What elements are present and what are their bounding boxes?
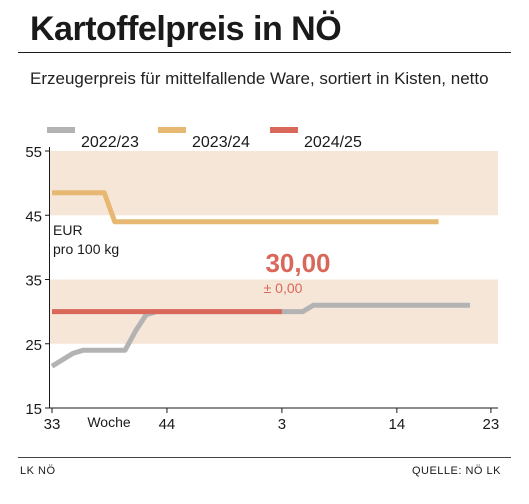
unit-label-line-2: pro 100 kg	[53, 241, 119, 257]
y-tick-label-45: 45	[25, 208, 42, 225]
chart-title: Kartoffelpreis in NÖ	[30, 10, 342, 48]
annotation-change: ± 0,00	[264, 280, 303, 296]
x-tick-label-3: 3	[278, 416, 286, 433]
y-tick-label-35: 35	[25, 273, 42, 290]
legend-label-2023/24: 2023/24	[192, 134, 250, 151]
x-axis-label: Woche	[87, 414, 131, 430]
x-tick-label-33: 33	[44, 416, 61, 433]
footer-source-right: QUELLE: NÖ LK	[411, 465, 501, 477]
title-divider	[18, 52, 511, 53]
footer-source-left: LK NÖ	[20, 465, 56, 477]
y-tick-label-55: 55	[25, 144, 42, 161]
x-tick-label-23: 23	[483, 416, 500, 433]
y-tick-label-15: 15	[25, 401, 42, 418]
legend-label-2022/23: 2022/23	[81, 134, 139, 151]
unit-label-line-1: EUR	[53, 222, 83, 238]
series-line-2023/24	[52, 190, 439, 225]
x-tick-label-14: 14	[389, 416, 406, 433]
x-tick-label-44: 44	[159, 416, 176, 433]
legend-label-2024/25: 2024/25	[304, 134, 362, 151]
annotation-value: 30,00	[265, 248, 330, 278]
series-line-2022/23	[50, 302, 470, 369]
band-1	[50, 151, 498, 216]
y-tick-label-25: 25	[25, 337, 42, 354]
chart-subtitle: Erzeugerpreis für mittelfallende Ware, s…	[30, 69, 489, 88]
footer-divider	[18, 457, 511, 458]
